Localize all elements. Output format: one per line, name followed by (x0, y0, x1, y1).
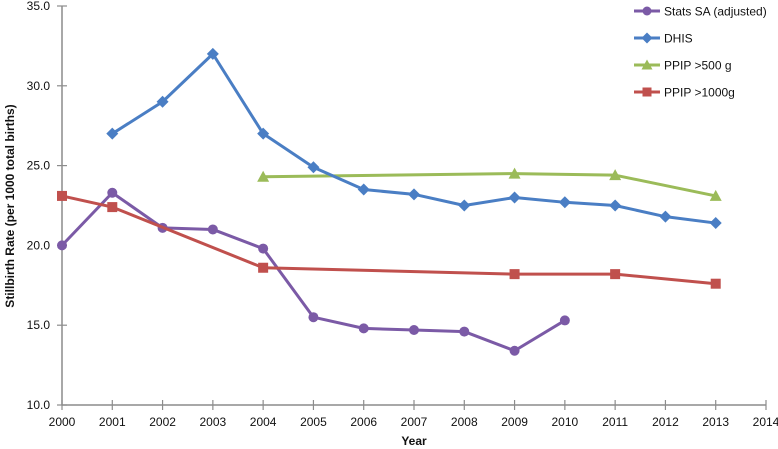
legend-item: PPIP >1000g (634, 86, 735, 100)
data-point-diamond-icon (659, 210, 672, 223)
data-point-circle-icon (57, 240, 67, 251)
x-tick-label: 2012 (652, 415, 679, 429)
diamond-legend-icon (641, 32, 653, 44)
data-point-circle-icon (459, 326, 470, 337)
x-tick-label: 2006 (350, 415, 377, 429)
x-tick-label: 2011 (602, 415, 628, 429)
data-point-square-icon (710, 278, 721, 289)
x-tick-label: 2010 (552, 415, 579, 429)
data-point-circle-icon (258, 243, 269, 254)
x-tick-label: 2000 (49, 415, 76, 429)
y-tick-label: 20.0 (27, 238, 51, 252)
y-axis: 10.0 15.0 20.0 25.0 30.0 35.0 (27, 0, 67, 412)
y-tick-label: 30.0 (27, 79, 51, 93)
x-tick-label: 2013 (702, 415, 729, 429)
series-ppip-1000g (57, 190, 721, 289)
y-tick-label: 15.0 (27, 318, 51, 332)
legend-label: DHIS (664, 32, 693, 46)
legend-label: PPIP >500 g (664, 59, 732, 73)
y-tick-label: 25.0 (27, 159, 51, 173)
y-tick-label: 35.0 (27, 0, 51, 13)
x-tick-label: 2009 (501, 415, 528, 429)
legend-item: Stats SA (adjusted) (634, 5, 767, 19)
data-point-diamond-icon (307, 161, 320, 174)
data-point-diamond-icon (558, 196, 571, 209)
data-point-diamond-icon (257, 127, 270, 140)
series-ppip-500-g (257, 167, 722, 201)
data-point-circle-icon (509, 345, 520, 356)
data-point-square-icon (610, 269, 621, 280)
data-point-diamond-icon (206, 47, 219, 60)
legend-item: DHIS (634, 32, 693, 46)
data-point-diamond-icon (408, 188, 420, 201)
data-point-diamond-icon (458, 199, 471, 212)
x-tick-label: 2001 (99, 415, 126, 429)
data-point-triangle-icon (508, 167, 521, 179)
data-point-diamond-icon (609, 199, 622, 212)
x-tick-label: 2008 (451, 415, 478, 429)
data-point-square-icon (107, 202, 118, 213)
data-point-diamond-icon (508, 191, 521, 204)
x-tick-label: 2002 (149, 415, 176, 429)
data-point-diamond-icon (106, 127, 119, 140)
data-point-square-icon (509, 269, 520, 280)
data-point-circle-icon (207, 224, 218, 235)
data-point-diamond-icon (357, 183, 370, 196)
square-legend-icon (642, 87, 652, 97)
data-point-circle-icon (409, 324, 419, 335)
x-tick-label: 2005 (300, 415, 327, 429)
data-point-circle-icon (358, 323, 369, 334)
circle-legend-icon (642, 6, 652, 16)
data-point-triangle-icon (257, 170, 270, 182)
data-point-square-icon (57, 190, 67, 201)
data-point-circle-icon (559, 315, 570, 326)
data-point-square-icon (258, 262, 269, 273)
y-tick-label: 10.0 (27, 398, 51, 412)
data-point-circle-icon (308, 312, 319, 323)
x-tick-label: 2003 (200, 415, 227, 429)
series-stats-sa-adjusted (57, 187, 570, 356)
series-dhis (106, 47, 722, 230)
data-point-circle-icon (107, 187, 118, 198)
data-point-diamond-icon (156, 95, 169, 108)
data-point-diamond-icon (709, 217, 722, 230)
legend-label: PPIP >1000g (664, 86, 735, 100)
x-tick-label: 2004 (250, 415, 277, 429)
y-axis-title: Stillbirth Rate (per 1000 total births) (3, 104, 17, 307)
legend-label: Stats SA (adjusted) (664, 5, 767, 19)
series-layer (57, 47, 722, 356)
legend-item: PPIP >500 g (634, 59, 732, 73)
triangle-legend-icon (641, 59, 653, 70)
x-axis-title: Year (401, 434, 427, 448)
legend: Stats SA (adjusted) DHIS PPIP >500 g PPIP >… (634, 5, 767, 100)
x-tick-label: 2007 (401, 415, 428, 429)
x-tick-label: 2014 (753, 415, 778, 429)
data-point-triangle-icon (609, 169, 622, 181)
data-point-triangle-icon (709, 189, 722, 201)
x-axis: 2000 2001 2002 2003 2004 2005 2006 2007 2008 2009… (49, 400, 778, 429)
